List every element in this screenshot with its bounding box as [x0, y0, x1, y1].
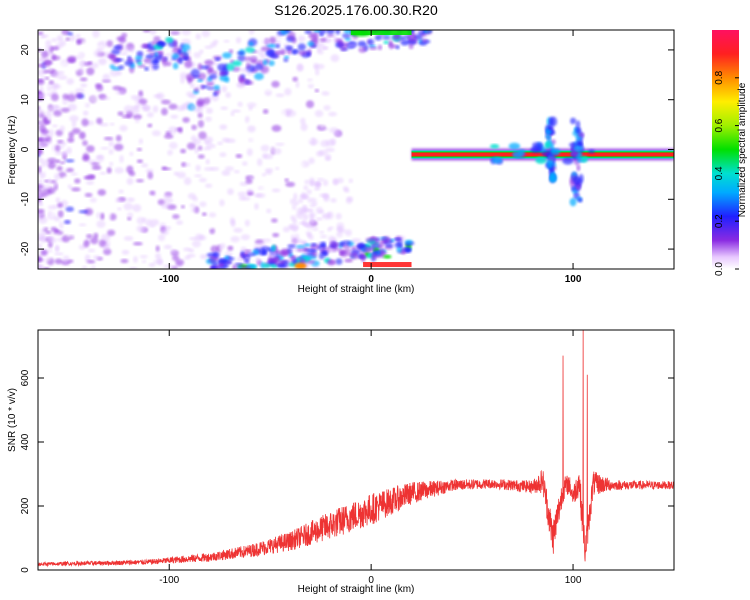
ytick-label: 10: [20, 94, 31, 106]
spectrogram-xlabel: Height of straight line (km): [298, 284, 415, 295]
ytick-label: 200: [20, 497, 31, 514]
snr-frame: [37, 329, 675, 571]
xtick-label: -100: [159, 575, 179, 586]
ytick-label: 600: [20, 369, 31, 386]
ytick-label: 0: [20, 146, 31, 152]
colorbar-tick-label: 0.6: [714, 118, 725, 132]
snr-ticks: -100 0 100 0 200 400 600: [20, 330, 674, 586]
colorbar: 0.0 0.2 0.4 0.6 0.8 Normalized spectral ampl…: [712, 30, 748, 276]
snr-series-line: [38, 330, 674, 568]
ytick-label: -20: [20, 241, 31, 256]
colorbar-tick-label: 0.0: [714, 262, 725, 276]
ytick-label: -10: [20, 192, 31, 207]
xtick-label: 100: [565, 575, 582, 586]
xtick-label: 0: [368, 575, 374, 586]
spectrogram-image: [38, 30, 674, 269]
colorbar-tick-label: 0.8: [714, 70, 725, 84]
ytick-label: 400: [20, 433, 31, 450]
ytick-label: 0: [20, 567, 31, 573]
xtick-label: 0: [368, 274, 374, 285]
colorbar-gradient: [712, 30, 739, 269]
colorbar-label: Normalized spectral amplitude: [737, 82, 748, 217]
snr-ylabel: SNR (10 * v/v): [7, 388, 18, 452]
spectrogram-ylabel: Frequency (Hz): [7, 116, 18, 185]
colorbar-tick-label: 0.4: [714, 166, 725, 180]
xtick-label: -100: [159, 274, 179, 285]
colorbar-tick-label: 0.2: [714, 214, 725, 228]
snr-panel: -100 0 100 0 200 400 600 Height of straight li…: [7, 329, 675, 595]
snr-xlabel: Height of straight line (km): [298, 584, 415, 595]
ytick-label: 20: [20, 44, 31, 56]
chart-title: S126.2025.176.00.30.R20: [274, 2, 438, 18]
colorbar-ticks: 0.0 0.2 0.4 0.6 0.8: [714, 70, 739, 276]
xtick-label: 100: [565, 274, 582, 285]
